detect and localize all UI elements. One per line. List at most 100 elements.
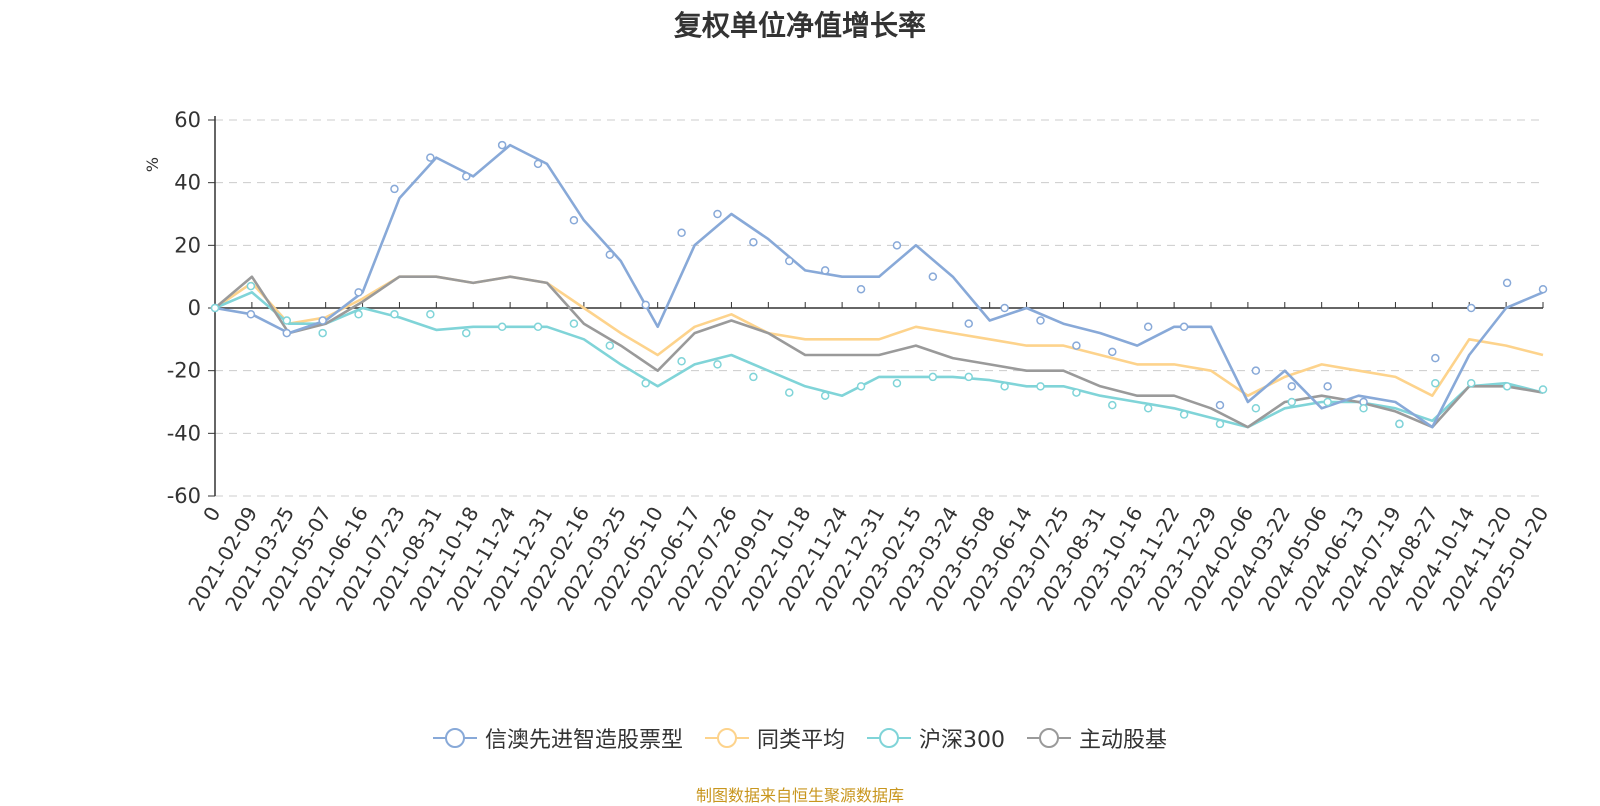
marker-fund	[1108, 347, 1117, 357]
marker-fund	[1287, 382, 1297, 391]
y-tick-label: 20	[174, 233, 201, 257]
legend-item-fund[interactable]: 信澳先进智造股票型	[432, 722, 683, 754]
marker-hs300	[1395, 419, 1404, 429]
marker-fund	[677, 228, 686, 238]
legend-line-circle-icon	[1027, 728, 1071, 748]
marker-fund	[1251, 366, 1261, 375]
legend-label-hs300: 沪深300	[919, 728, 1005, 753]
marker-fund	[928, 272, 938, 281]
legend-line-circle-icon	[432, 728, 477, 748]
x-tick-label: 0	[198, 503, 225, 526]
legend-line-circle-icon	[867, 728, 911, 748]
marker-hs300	[964, 372, 973, 382]
marker-hs300	[354, 310, 363, 319]
marker-hs300	[497, 322, 507, 332]
marker-fund	[641, 300, 650, 310]
marker-hs300	[928, 372, 938, 382]
marker-hs300	[390, 310, 399, 319]
marker-hs300	[1538, 385, 1548, 394]
series-line-fund	[214, 143, 1544, 429]
marker-fund	[533, 159, 543, 169]
y-tick-label: 60	[174, 108, 201, 132]
y-unit-label: %	[143, 157, 162, 172]
marker-hs300	[426, 310, 435, 319]
chart-title: 复权单位净值增长率	[673, 9, 926, 42]
marker-fund	[246, 310, 256, 319]
marker-hs300	[1179, 410, 1189, 419]
marker-hs300	[1215, 419, 1225, 429]
marker-fund	[856, 284, 866, 294]
marker-hs300	[892, 378, 902, 388]
series-line-hs300	[214, 290, 1544, 429]
y-tick-label: 40	[174, 171, 201, 195]
marker-fund	[892, 241, 902, 250]
legend-item-active[interactable]: 主动股基	[1027, 722, 1167, 754]
marker-fund	[497, 140, 507, 150]
marker-hs300	[1072, 388, 1081, 397]
y-tick-label: -60	[167, 484, 201, 508]
marker-fund	[749, 237, 758, 247]
marker-fund	[785, 256, 794, 266]
marker-fund	[569, 216, 579, 225]
marker-hs300	[210, 303, 220, 313]
legend-line-circle-icon	[704, 728, 749, 748]
marker-fund	[820, 266, 830, 275]
marker-hs300	[1036, 382, 1045, 391]
marker-fund	[1215, 400, 1225, 410]
marker-fund	[426, 153, 435, 162]
marker-hs300	[1251, 404, 1261, 413]
marker-fund	[713, 209, 722, 219]
marker-fund	[354, 288, 363, 297]
legend-label-peer: 同类平均	[756, 728, 845, 753]
marker-hs300	[677, 357, 686, 366]
legend-label-active: 主动股基	[1079, 728, 1168, 753]
marker-hs300	[1323, 397, 1332, 407]
marker-hs300	[1143, 404, 1153, 413]
marker-fund	[1431, 353, 1440, 363]
marker-fund	[1538, 284, 1548, 294]
series-line-active	[214, 275, 1544, 429]
marker-hs300	[246, 281, 256, 291]
marker-fund	[1179, 322, 1189, 332]
marker-hs300	[1287, 397, 1297, 407]
marker-hs300	[641, 378, 650, 388]
marker-hs300	[533, 322, 543, 332]
y-tick-label: -20	[167, 359, 201, 383]
marker-hs300	[1431, 378, 1440, 388]
marker-fund	[964, 319, 973, 328]
marker-fund	[1000, 303, 1009, 313]
marker-hs300	[1502, 382, 1512, 391]
marker-fund	[318, 316, 327, 325]
y-tick-label: 0	[188, 296, 201, 320]
marker-hs300	[605, 341, 615, 350]
marker-hs300	[318, 328, 327, 338]
marker-fund	[605, 250, 615, 259]
marker-hs300	[282, 316, 292, 325]
marker-hs300	[785, 388, 794, 397]
marker-hs300	[1000, 382, 1009, 391]
marker-fund	[461, 172, 471, 181]
marker-hs300	[713, 360, 722, 369]
legend-label-fund: 信澳先进智造股票型	[484, 728, 683, 753]
marker-hs300	[1466, 378, 1476, 388]
marker-fund	[1072, 341, 1081, 350]
marker-hs300	[856, 382, 866, 391]
marker-fund	[390, 184, 399, 194]
marker-fund	[1466, 303, 1476, 313]
y-tick-label: -40	[167, 421, 201, 445]
marker-hs300	[461, 328, 471, 338]
marker-fund	[1323, 382, 1332, 391]
data-source-note: 制图数据来自恒生聚源数据库	[695, 786, 904, 805]
marker-hs300	[749, 372, 758, 382]
marker-hs300	[1359, 404, 1368, 413]
legend-item-peer[interactable]: 同类平均	[704, 722, 845, 754]
legend-item-hs300[interactable]: 沪深300	[867, 722, 1005, 754]
legend: 信澳先进智造股票型 同类平均 沪深300 主动股基	[0, 722, 1600, 754]
marker-hs300	[1108, 400, 1117, 410]
marker-fund	[1036, 316, 1045, 325]
marker-fund	[282, 328, 292, 338]
marker-hs300	[569, 319, 579, 328]
marker-hs300	[820, 391, 830, 400]
marker-fund	[1143, 322, 1153, 332]
